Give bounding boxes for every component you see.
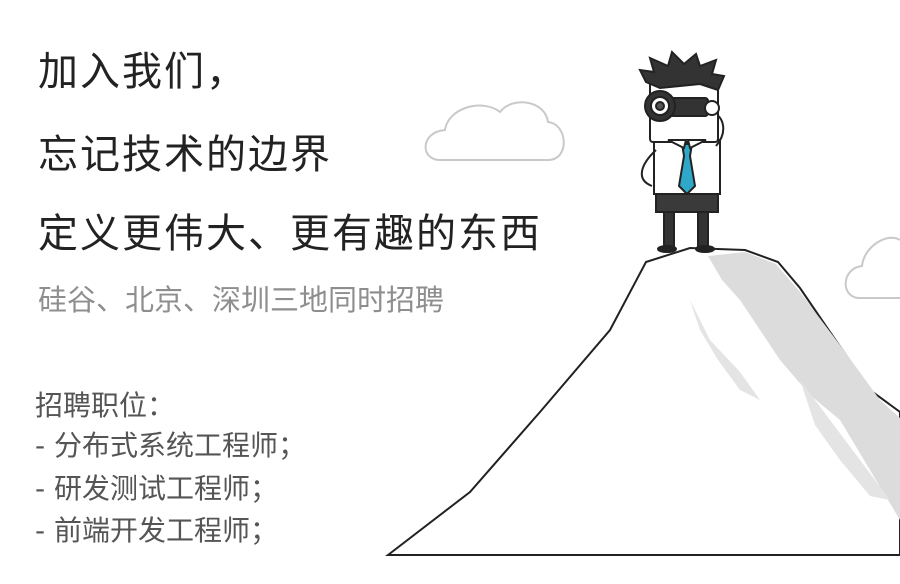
cloud-icon xyxy=(844,236,900,299)
recruitment-locations: 硅谷、北京、深圳三地同时招聘 xyxy=(38,283,445,317)
headline-line-3: 定义更伟大、更有趣的东西 xyxy=(38,211,542,257)
headline-line-2: 忘记技术的边界 xyxy=(38,132,332,178)
mountain-shape xyxy=(385,246,900,556)
cloud-icon xyxy=(424,101,565,161)
positions-title: 招聘职位： xyxy=(35,389,176,422)
headline-line-1: 加入我们， xyxy=(38,49,248,95)
position-item-distributed-systems: - 分布式系统工程师； xyxy=(35,429,307,462)
position-list: - 分布式系统工程师； - 研发测试工程师； - 前端开发工程师； xyxy=(35,429,306,548)
character-figure xyxy=(638,50,726,253)
position-item-frontend-engineer: - 前端开发工程师； xyxy=(35,514,279,548)
positions-section: 招聘职位： - 分布式系统工程师； - 研发测试工程师； - 前端开发工程师； xyxy=(35,392,306,548)
position-item-test-engineer: - 研发测试工程师； xyxy=(35,471,279,505)
